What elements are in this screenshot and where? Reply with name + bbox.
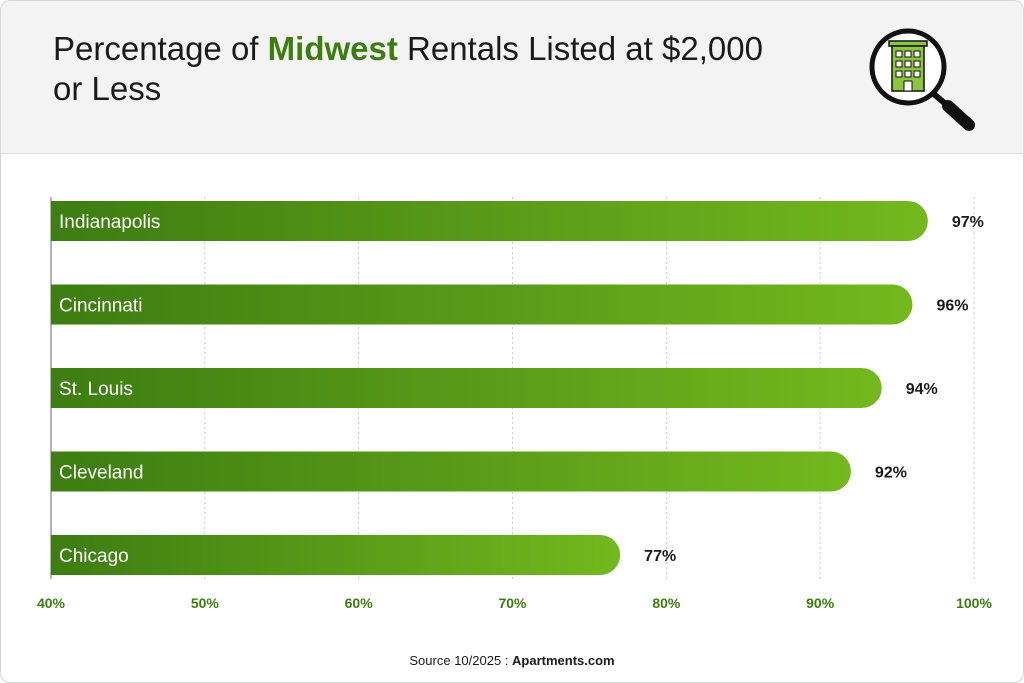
x-tick-label: 90% bbox=[806, 595, 835, 611]
header: Percentage of Midwest Rentals Listed at … bbox=[1, 1, 1023, 154]
category-label: Chicago bbox=[59, 546, 129, 567]
chart-title: Percentage of Midwest Rentals Listed at … bbox=[53, 29, 773, 109]
bar-cincinnati bbox=[51, 284, 913, 325]
category-label: Cincinnati bbox=[59, 296, 142, 317]
value-label: 94% bbox=[906, 381, 938, 398]
source-brand: Apartments.com bbox=[512, 653, 615, 668]
value-label: 92% bbox=[875, 465, 907, 482]
x-tick-label: 100% bbox=[956, 595, 992, 611]
source-note: Source 10/2025 : Apartments.com bbox=[1, 653, 1023, 668]
x-tick-label: 50% bbox=[191, 595, 220, 611]
x-tick-label: 40% bbox=[37, 595, 66, 611]
source-prefix: Source 10/2025 : bbox=[409, 653, 513, 668]
category-label: Cleveland bbox=[59, 463, 144, 484]
title-highlight: Midwest bbox=[267, 30, 398, 67]
bar-indianapolis bbox=[51, 201, 928, 241]
bar-st-louis bbox=[51, 368, 882, 408]
title-suffix: Rentals Listed at $2,000 or Less bbox=[53, 30, 763, 107]
category-label: St. Louis bbox=[59, 379, 133, 400]
value-label: 96% bbox=[936, 298, 968, 315]
x-tick-label: 80% bbox=[652, 595, 681, 611]
x-axis-ticks: 40% 50% 60% 70% 80% 90% 100% bbox=[37, 595, 992, 611]
bar-chicago bbox=[51, 535, 621, 575]
value-label: 77% bbox=[644, 548, 676, 565]
x-tick-label: 60% bbox=[345, 595, 374, 611]
bar-chart: Indianapolis 97% Cincinnati 96% St. Louis 94%… bbox=[37, 197, 992, 611]
bars: Indianapolis 97% Cincinnati 96% St. Louis 94%… bbox=[51, 201, 984, 575]
building-magnifier-icon bbox=[869, 28, 975, 131]
bar-cleveland bbox=[51, 451, 851, 492]
category-label: Indianapolis bbox=[59, 212, 160, 233]
x-tick-label: 70% bbox=[498, 595, 527, 611]
title-prefix: Percentage of bbox=[53, 30, 268, 67]
value-label: 97% bbox=[952, 214, 984, 231]
